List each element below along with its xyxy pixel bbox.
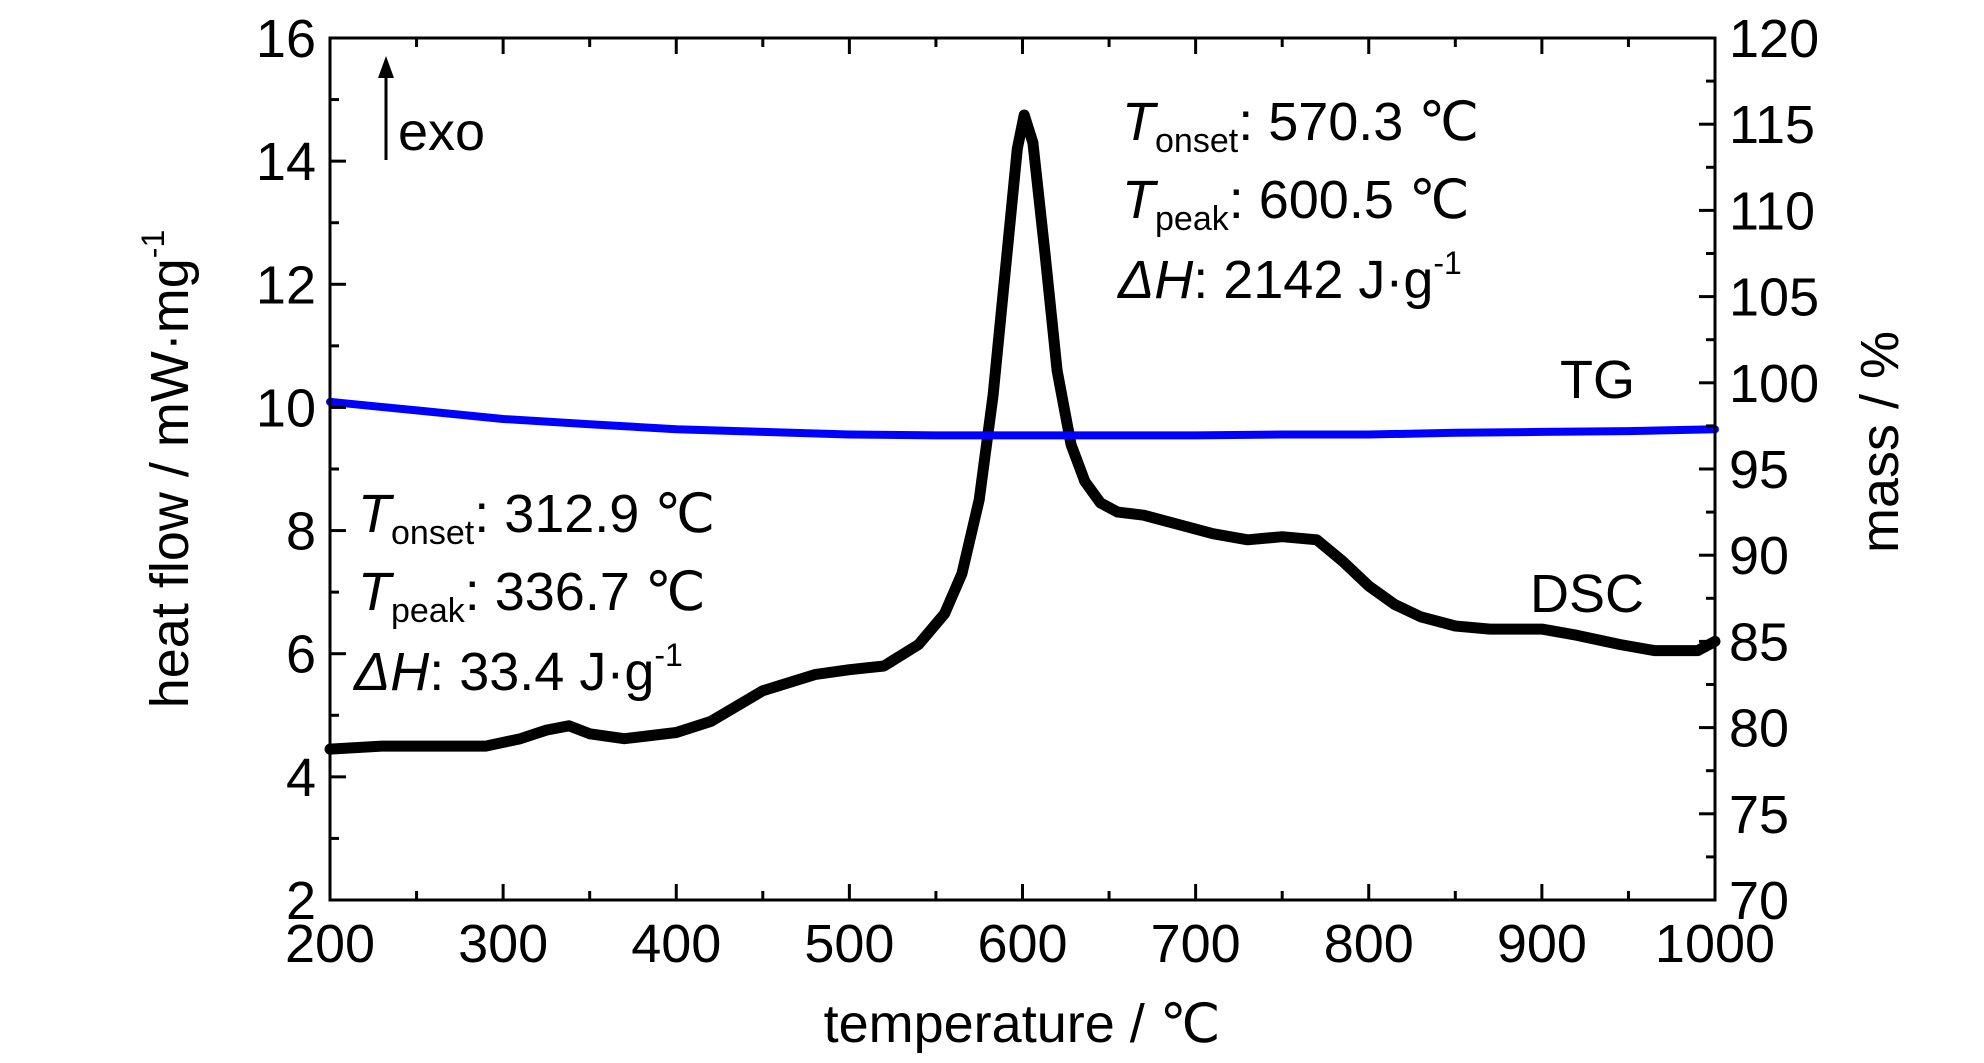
y-right-tick-label: 85	[1729, 612, 1789, 672]
annotation-small-onset-sym: T	[358, 484, 395, 544]
annotation-main-enthalpy-value: : 2142 J·g	[1193, 250, 1433, 310]
y-left-tick-label: 6	[286, 625, 316, 685]
exo-arrowhead-icon	[378, 56, 394, 78]
y-right-tick-label: 115	[1729, 95, 1815, 155]
annotation-main-onset: Tonset: 570.3 ℃	[1122, 92, 1479, 160]
y-left-tick-label: 4	[286, 748, 316, 808]
annotation-small-peak-temp: Tpeak: 336.7 ℃	[358, 562, 706, 630]
exo-label: exo	[398, 102, 485, 162]
annotation-main-enthalpy-sym: ΔH	[1116, 250, 1194, 310]
annotation-main-peak-temp: Tpeak: 600.5 ℃	[1122, 170, 1470, 238]
y-axis-left: 2 4 6 8 10 12 14 16	[256, 9, 346, 931]
x-tick-label: 400	[631, 914, 721, 974]
y-left-tick-label: 14	[256, 132, 316, 192]
y-axis-right: 70 75 80 85 90 95 100 105 110 115 120	[1699, 9, 1819, 931]
x-tick-label: 800	[1324, 914, 1414, 974]
exo-indicator: exo	[378, 56, 485, 162]
series-line-tg	[326, 397, 1719, 440]
y-left-tick-label: 8	[286, 502, 316, 562]
annotation-small-peak: Tonset: 312.9 ℃ Tpeak: 336.7 ℃ ΔH: 33.4 …	[352, 484, 715, 702]
y-left-axis-title-sup: -1	[135, 230, 171, 258]
y-left-tick-label: 16	[256, 9, 316, 69]
y-right-tick-label: 75	[1729, 785, 1789, 845]
y-left-axis-title: heat flow / mW·mg-1	[135, 230, 200, 709]
x-tick-label: 600	[977, 914, 1067, 974]
annotation-main-onset-sub: onset	[1155, 122, 1239, 160]
annotation-small-enthalpy-value: : 33.4 J·g	[429, 642, 654, 702]
x-axis-title: temperature / ℃	[824, 994, 1221, 1054]
plot-frame	[328, 36, 1717, 902]
annotation-main-peak-value: : 600.5 ℃	[1229, 170, 1470, 230]
annotation-main-onset-value: : 570.3 ℃	[1238, 92, 1479, 152]
annotation-small-peak-sub: peak	[391, 592, 466, 630]
annotation-main-onset-sym: T	[1122, 92, 1159, 152]
annotation-small-enthalpy-sym: ΔH	[352, 642, 430, 702]
x-tick-label: 1000	[1655, 914, 1775, 974]
annotation-main-peak-sub: peak	[1155, 200, 1230, 238]
y-right-tick-label: 105	[1729, 268, 1819, 328]
y-left-tick-label: 12	[256, 255, 316, 315]
annotation-small-peak-value: : 336.7 ℃	[465, 562, 706, 622]
annotation-small-onset-sub: onset	[391, 514, 475, 552]
series-label-dsc: DSC	[1530, 564, 1644, 624]
series-line-dsc	[324, 109, 1721, 755]
x-tick-label: 900	[1497, 914, 1587, 974]
annotation-main-peak: Tonset: 570.3 ℃ Tpeak: 600.5 ℃ ΔH: 2142 …	[1116, 92, 1479, 310]
y-left-tick-label: 2	[286, 871, 316, 931]
annotation-main-enthalpy: ΔH: 2142 J·g-1	[1116, 245, 1462, 310]
annotation-small-onset-value: : 312.9 ℃	[474, 484, 715, 544]
y-left-tick-label: 10	[256, 378, 316, 438]
y-right-axis-title: mass / %	[1850, 331, 1910, 553]
y-right-tick-label: 100	[1729, 354, 1819, 414]
x-tick-label: 700	[1151, 914, 1241, 974]
x-tick-label: 500	[804, 914, 894, 974]
x-tick-label: 300	[458, 914, 548, 974]
y-left-axis-title-main: heat flow / mW·mg	[140, 258, 200, 708]
x-tick-label: 200	[285, 914, 375, 974]
annotation-small-peak-sym: T	[358, 562, 395, 622]
series-label-tg: TG	[1560, 350, 1635, 410]
annotation-main-peak-sym: T	[1122, 170, 1159, 230]
annotation-main-enthalpy-sup: -1	[1433, 245, 1461, 281]
annotation-small-enthalpy-sup: -1	[654, 637, 682, 673]
annotation-small-enthalpy: ΔH: 33.4 J·g-1	[352, 637, 683, 702]
curves	[324, 109, 1721, 755]
y-right-tick-label: 120	[1729, 9, 1819, 69]
y-right-tick-label: 95	[1729, 440, 1789, 500]
annotation-small-onset: Tonset: 312.9 ℃	[358, 484, 715, 552]
y-right-tick-label: 80	[1729, 699, 1789, 759]
x-axis: 200 300 400 500 600 700 800 900 1000	[285, 38, 1775, 974]
y-right-tick-label: 110	[1729, 181, 1815, 241]
y-right-tick-label: 70	[1729, 871, 1789, 931]
y-right-tick-label: 90	[1729, 526, 1789, 586]
